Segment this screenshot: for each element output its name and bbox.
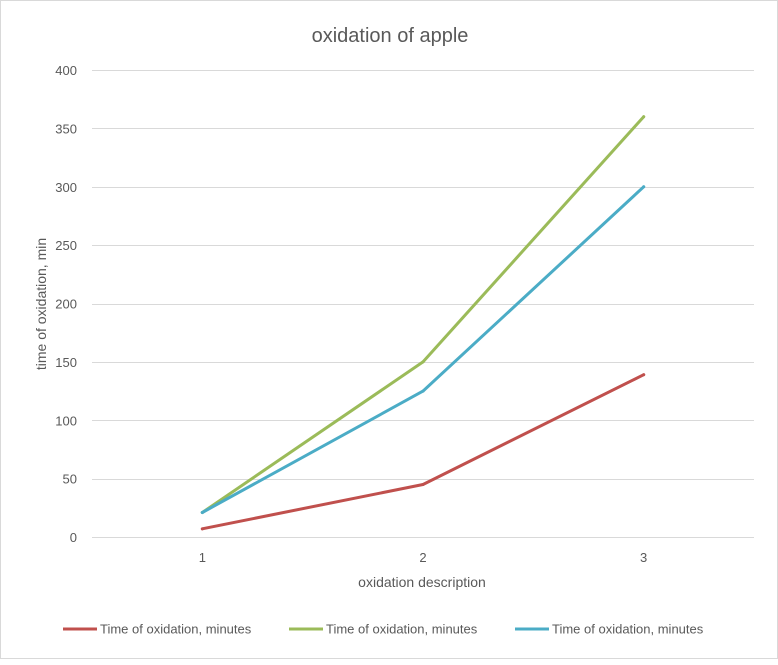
data-point (642, 373, 646, 377)
y-tick-label: 300 (55, 180, 77, 195)
gridlines (92, 70, 754, 538)
legend-label: Time of oxidation, minutes (100, 622, 252, 637)
series-line-3 (200, 185, 646, 514)
legend-label: Time of oxidation, minutes (326, 622, 478, 637)
data-point (642, 115, 646, 119)
data-point (421, 360, 425, 364)
data-point (421, 389, 425, 393)
legend: Time of oxidation, minutes Time of oxidat… (63, 622, 704, 637)
y-tick-label: 0 (70, 530, 77, 545)
legend-item: Time of oxidation, minutes (515, 622, 704, 637)
legend-item: Time of oxidation, minutes (63, 622, 252, 637)
y-tick-label: 350 (55, 121, 77, 136)
y-axis-ticks: 0 50 100 150 200 250 300 350 400 (55, 63, 77, 545)
chart-title: oxidation of apple (312, 25, 469, 47)
y-tick-label: 150 (55, 355, 77, 370)
y-tick-label: 50 (63, 472, 77, 487)
x-tick-label: 1 (199, 550, 206, 565)
y-tick-label: 250 (55, 238, 77, 253)
data-point (200, 510, 204, 514)
data-point (642, 185, 646, 189)
data-point (421, 482, 425, 486)
x-axis-ticks: 1 2 3 (199, 550, 648, 565)
y-axis-label: time of oxidation, min (33, 238, 49, 370)
x-tick-label: 3 (640, 550, 647, 565)
legend-item: Time of oxidation, minutes (289, 622, 478, 637)
y-tick-label: 100 (55, 413, 77, 428)
series-line-2 (200, 115, 646, 514)
series-line-1 (200, 373, 646, 531)
x-axis-label: oxidation description (358, 574, 486, 590)
data-point (200, 527, 204, 531)
series-lines (200, 115, 646, 531)
y-tick-label: 200 (55, 297, 77, 312)
legend-label: Time of oxidation, minutes (552, 622, 704, 637)
y-tick-label: 400 (55, 63, 77, 78)
x-tick-label: 2 (419, 550, 426, 565)
